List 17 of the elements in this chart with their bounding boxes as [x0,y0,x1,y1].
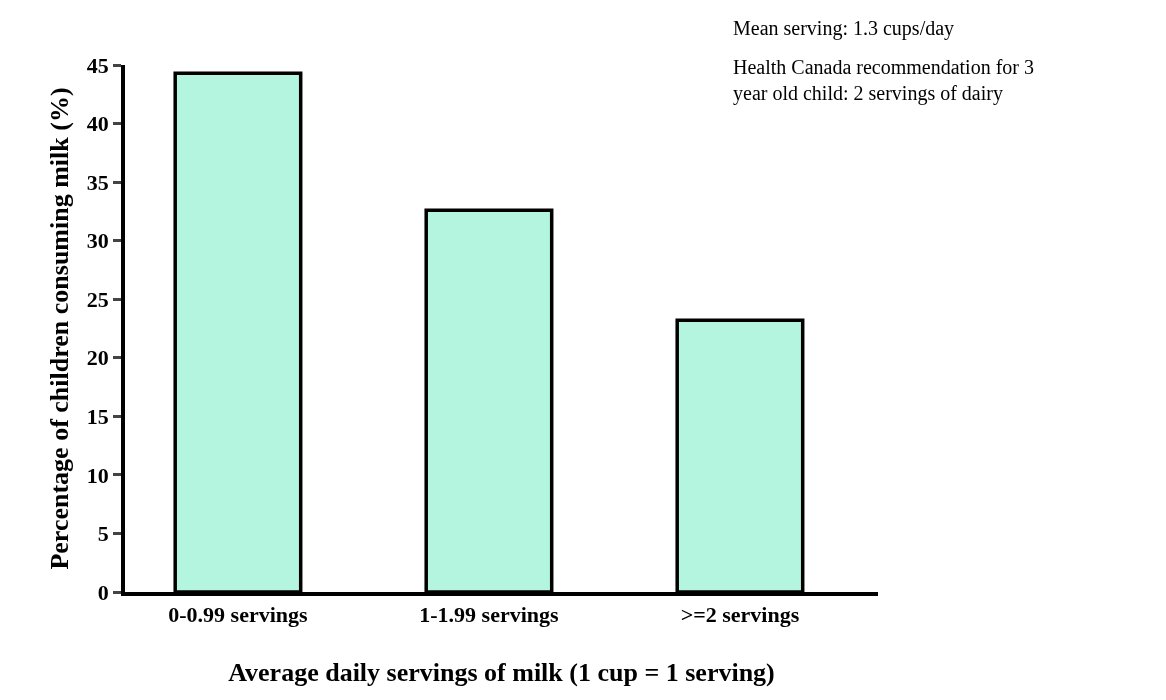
y-tick-label: 25 [86,286,109,312]
x-tick-label: 0-0.99 servings [168,602,309,628]
y-tick-label: 35 [86,169,109,195]
y-tick-label: 0 [97,579,109,605]
y-tick-label: 40 [86,111,109,137]
y-tick-label: 45 [86,52,109,78]
y-tick-label: 15 [86,404,109,430]
x-tick-label: >=2 servings [680,602,800,628]
y-tick-label: 20 [86,345,109,371]
y-tick-label: 30 [86,228,109,254]
annotation: Health Canada recommendation for 3 year old child: 2 servings of dairy [733,56,1034,105]
y-tick-label: 10 [86,462,109,488]
x-tick-label: 1-1.99 servings [419,602,560,628]
y-tick-label: 5 [97,521,109,547]
x-axis-title: Average daily servings of milk (1 cup = 1 serving) [228,658,775,688]
y-axis-title: Percentage of children consuming milk (%) [44,87,74,570]
text: Mean serving: 1.3 cups/day [733,17,955,40]
